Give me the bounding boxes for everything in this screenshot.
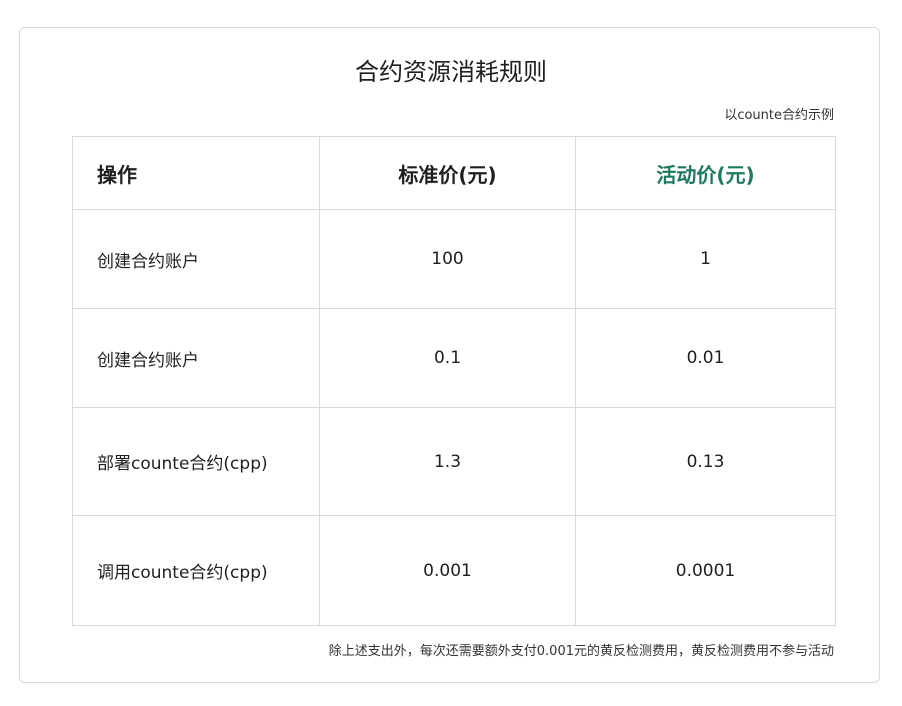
table-header-row: 操作 标准价(元) 活动价(元) bbox=[72, 136, 836, 210]
header-operation: 操作 bbox=[72, 136, 320, 210]
rules-table: 操作 标准价(元) 活动价(元) 创建合约账户 100 1 创建合约账户 0.1… bbox=[72, 136, 836, 626]
cell-operation: 调用counte合约(cpp) bbox=[72, 515, 320, 626]
example-note: 以counte合约示例 bbox=[724, 108, 834, 123]
cell-standard-price: 100 bbox=[319, 209, 576, 309]
cell-activity-price: 1 bbox=[575, 209, 836, 309]
header-activity-price: 活动价(元) bbox=[575, 136, 836, 210]
table-row: 创建合约账户 100 1 bbox=[72, 209, 836, 309]
footnote: 除上述支出外，每次还需要额外支付0.001元的黄反检测费用，黄反检测费用不参与活… bbox=[328, 644, 834, 659]
table-row: 调用counte合约(cpp) 0.001 0.0001 bbox=[72, 515, 836, 626]
cell-standard-price: 0.001 bbox=[319, 515, 576, 626]
cell-standard-price: 0.1 bbox=[319, 308, 576, 408]
cell-operation: 部署counte合约(cpp) bbox=[72, 407, 320, 516]
header-standard-price: 标准价(元) bbox=[319, 136, 576, 210]
cell-activity-price: 0.0001 bbox=[575, 515, 836, 626]
table-row: 部署counte合约(cpp) 1.3 0.13 bbox=[72, 407, 836, 516]
cell-standard-price: 1.3 bbox=[319, 407, 576, 516]
cell-operation: 创建合约账户 bbox=[72, 308, 320, 408]
cell-operation: 创建合约账户 bbox=[72, 209, 320, 309]
cell-activity-price: 0.01 bbox=[575, 308, 836, 408]
cell-activity-price: 0.13 bbox=[575, 407, 836, 516]
page-title: 合约资源消耗规则 bbox=[355, 58, 547, 86]
table-row: 创建合约账户 0.1 0.01 bbox=[72, 308, 836, 408]
